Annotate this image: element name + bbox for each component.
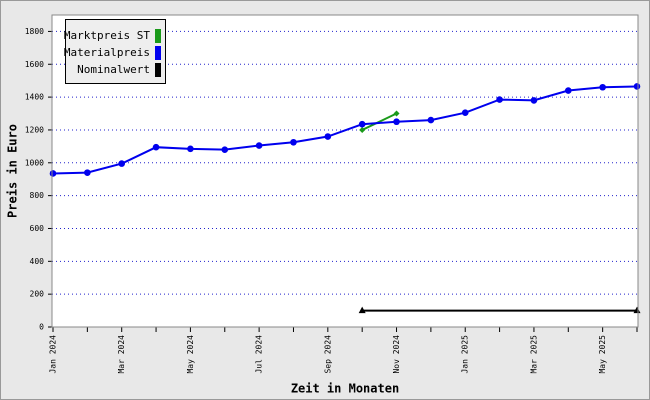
point bbox=[255, 142, 263, 149]
point bbox=[633, 306, 641, 314]
point bbox=[393, 118, 400, 126]
x-tick-label: Jan 2025 bbox=[461, 335, 470, 374]
y-tick-label: 0 bbox=[39, 323, 44, 332]
point bbox=[358, 306, 366, 314]
point bbox=[427, 116, 435, 124]
x-tick-label: Mar 2025 bbox=[529, 335, 538, 374]
x-tick-label: Jul 2024 bbox=[255, 335, 264, 374]
y-tick-label: 1600 bbox=[25, 60, 44, 69]
legend-label: Marktpreis ST bbox=[64, 29, 150, 42]
point bbox=[461, 109, 469, 117]
plot-border bbox=[51, 14, 639, 328]
x-tick-label: May 2024 bbox=[186, 335, 195, 374]
x-tick-label: Jan 2024 bbox=[49, 335, 58, 374]
series-line bbox=[52, 85, 638, 175]
point bbox=[118, 160, 126, 167]
y-tick-label: 200 bbox=[30, 290, 45, 299]
y-tick-label: 400 bbox=[30, 257, 45, 266]
legend-label: Materialpreis bbox=[64, 46, 150, 59]
point bbox=[84, 169, 91, 176]
x-tick-label: Sep 2024 bbox=[323, 335, 332, 374]
point bbox=[633, 83, 641, 90]
legend-swatch bbox=[155, 63, 161, 77]
x-tick-label: Mar 2024 bbox=[117, 335, 126, 374]
x-tick-label: Nov 2024 bbox=[392, 335, 401, 374]
point bbox=[221, 146, 229, 153]
y-tick-label: 1800 bbox=[25, 27, 44, 36]
y-tick-label: 800 bbox=[30, 191, 45, 200]
legend-swatch bbox=[155, 29, 161, 43]
point bbox=[187, 145, 194, 153]
y-axis-title: Preis in Euro bbox=[6, 124, 20, 218]
point bbox=[49, 170, 57, 177]
y-tick-label: 1000 bbox=[25, 158, 44, 167]
series-line bbox=[361, 112, 397, 131]
point bbox=[496, 96, 503, 103]
y-tick-label: 1400 bbox=[25, 93, 44, 102]
y-tick-label: 600 bbox=[30, 224, 45, 233]
legend-box bbox=[65, 19, 166, 84]
point bbox=[530, 97, 538, 104]
point bbox=[564, 87, 572, 94]
point bbox=[324, 133, 332, 140]
y-tick-label: 1200 bbox=[25, 125, 44, 134]
point bbox=[152, 143, 160, 151]
point bbox=[359, 126, 366, 133]
point bbox=[290, 138, 297, 146]
x-tick-label: May 2025 bbox=[598, 335, 607, 374]
point bbox=[599, 83, 606, 91]
legend-swatch bbox=[155, 46, 161, 60]
legend-label: Nominalwert bbox=[77, 63, 150, 76]
point bbox=[393, 110, 400, 117]
x-axis-title: Zeit in Monaten bbox=[291, 382, 399, 396]
point bbox=[358, 120, 366, 128]
